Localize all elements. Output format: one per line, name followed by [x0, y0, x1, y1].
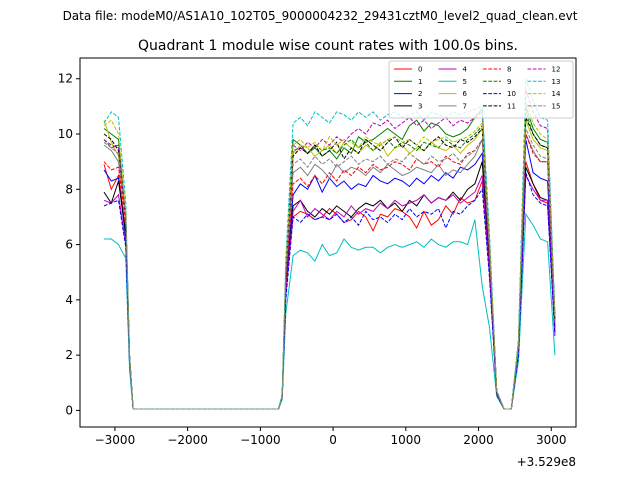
legend-label-3: 3 — [418, 102, 422, 110]
legend-label-10: 10 — [507, 90, 516, 98]
x-tick-label: −2000 — [167, 433, 208, 447]
series-line-8 — [103, 133, 556, 410]
y-tick-label: 10 — [58, 127, 73, 141]
axes-frame — [79, 57, 577, 428]
legend-label-8: 8 — [507, 66, 511, 74]
series-line-15 — [103, 128, 556, 410]
y-tick-label: 4 — [65, 293, 73, 307]
x-tick-label: −1000 — [240, 433, 281, 447]
legend-label-9: 9 — [507, 78, 511, 86]
legend-label-6: 6 — [463, 90, 468, 98]
y-tick-label: 2 — [65, 348, 73, 362]
chart-title: Quadrant 1 module wise count rates with … — [138, 38, 518, 54]
legend-label-11: 11 — [507, 102, 516, 110]
legend-label-12: 12 — [552, 66, 561, 74]
y-tick-label: 6 — [65, 238, 73, 252]
legend-label-13: 13 — [552, 78, 561, 86]
legend-label-4: 4 — [463, 66, 468, 74]
legend-label-7: 7 — [463, 102, 467, 110]
legend-label-2: 2 — [418, 90, 422, 98]
series-line-6 — [103, 120, 556, 410]
series-line-7 — [103, 133, 556, 410]
legend-box — [388, 60, 574, 119]
legend-label-14: 14 — [552, 90, 561, 98]
series-line-9 — [103, 111, 556, 410]
x-tick-label: 3000 — [536, 433, 567, 447]
legend-label-0: 0 — [418, 66, 422, 74]
x-tick-label: 2000 — [463, 433, 494, 447]
y-tick-label: 12 — [58, 72, 73, 86]
legend-label-15: 15 — [552, 102, 561, 110]
x-offset-label: +3.529e8 — [517, 455, 576, 469]
series-line-11 — [103, 117, 556, 410]
x-tick-label: 0 — [329, 433, 337, 447]
legend-label-5: 5 — [463, 78, 467, 86]
x-tick-label: −3000 — [95, 433, 136, 447]
series-line-1 — [103, 106, 556, 410]
legend-label-1: 1 — [418, 78, 422, 86]
x-tick-label: 1000 — [391, 433, 422, 447]
series-line-2 — [103, 139, 556, 410]
y-tick-label: 8 — [65, 182, 73, 196]
y-tick-label: 0 — [65, 403, 73, 417]
figure-suptitle: Data file: modeM0/AS1A10_102T05_90000042… — [63, 9, 578, 23]
plot-area — [103, 78, 556, 410]
